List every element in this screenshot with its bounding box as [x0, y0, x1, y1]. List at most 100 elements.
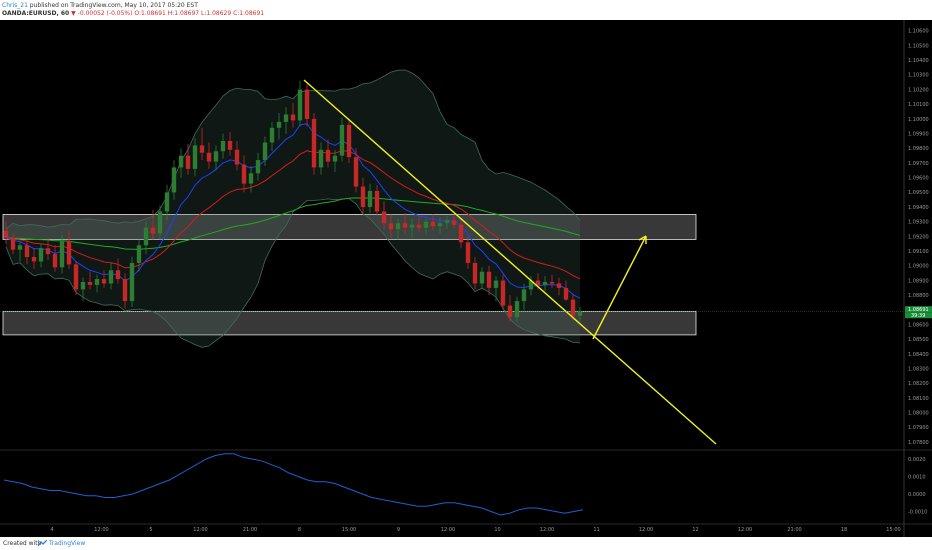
candle — [437, 217, 443, 234]
descending-trendline[interactable] — [303, 79, 717, 445]
candle — [157, 205, 163, 240]
ohlc-values: O:1.08691 H:1.08697 L:1.08629 C:1.08691 — [134, 10, 265, 17]
candle-body — [45, 248, 51, 255]
candle — [38, 243, 44, 268]
symbol-line: OANDA:EURUSD, 60 ▼ -0.00052 (-0.05%) O:1… — [2, 10, 264, 18]
countdown-tag — [905, 312, 932, 319]
x-axis-label: 12:00 — [441, 527, 455, 533]
candle-body — [514, 301, 520, 318]
candle — [206, 142, 212, 169]
resistance-zone — [2, 214, 697, 240]
candle-body — [52, 254, 58, 268]
y-axis-label: 1.09600 — [908, 176, 929, 182]
ema-slow-line — [5, 150, 581, 280]
candle-body — [80, 282, 86, 290]
projection-arrow-line[interactable] — [592, 235, 647, 340]
candle — [178, 148, 184, 178]
candle — [248, 165, 254, 193]
candle-body — [206, 152, 212, 162]
bollinger-lower-line — [5, 198, 581, 348]
candle-body — [416, 224, 422, 228]
candle — [402, 212, 408, 234]
price-chart[interactable]: 1.10600 1.10500 1.10400 1.10300 1.10200 1.101… — [0, 20, 932, 537]
candle-body — [577, 311, 583, 316]
candle — [430, 214, 436, 231]
candle-body — [528, 280, 534, 290]
candle-body — [227, 140, 233, 150]
candle — [465, 236, 471, 269]
candle — [59, 235, 65, 274]
x-axis-label: 18 — [841, 527, 847, 533]
candle-body — [122, 279, 128, 302]
candle-body — [458, 224, 464, 243]
candle — [241, 155, 247, 193]
candle-body — [486, 271, 492, 288]
x-axis-label: 21:00 — [243, 527, 257, 533]
candle — [276, 113, 282, 140]
candle-body — [325, 149, 331, 162]
candle-body — [115, 270, 121, 280]
candle-body — [59, 240, 65, 268]
candle-body — [73, 264, 79, 290]
candle-body — [535, 280, 541, 285]
candle-body — [283, 114, 289, 122]
candle — [185, 143, 191, 175]
candle-body — [178, 155, 184, 168]
publish-info: published on TradingView.com, May 10, 20… — [27, 2, 198, 9]
x-axis-label: 5 — [149, 527, 152, 533]
y-axis-label: 1.08100 — [908, 396, 929, 402]
x-axis-label: 15:00 — [886, 527, 900, 533]
y-axis-label: 1.10200 — [908, 87, 929, 93]
candle — [353, 148, 359, 193]
candle — [255, 152, 261, 181]
candle — [213, 145, 219, 171]
candle — [493, 276, 499, 302]
candle — [458, 218, 464, 249]
candle — [325, 139, 331, 168]
candle-body — [38, 248, 44, 262]
x-axis-label: 8 — [298, 527, 301, 533]
support-zone — [2, 310, 697, 336]
y-axis-label: 1.09100 — [908, 249, 929, 255]
y-axis-label: 1.10000 — [908, 117, 929, 123]
candle-body — [388, 223, 394, 230]
x-axis-label: 12:00 — [639, 527, 653, 533]
y-axis-label: 1.09500 — [908, 190, 929, 196]
x-axis-label: 9 — [397, 527, 400, 533]
arrow-head-icon — [638, 235, 647, 244]
candle-body — [304, 89, 310, 119]
candle-body — [3, 230, 9, 238]
candle — [570, 293, 576, 321]
candle — [192, 138, 198, 177]
brand-label[interactable]: TradingView — [49, 540, 86, 547]
candle-body — [500, 280, 506, 306]
candle-body — [549, 282, 555, 284]
candle-body — [17, 245, 23, 250]
candle-body — [444, 220, 450, 224]
candle-body — [360, 186, 366, 208]
x-axis-label: 12:00 — [540, 527, 554, 533]
candle-body — [409, 224, 415, 228]
candle-body — [87, 282, 93, 285]
candle-body — [563, 287, 569, 300]
candle-body — [570, 299, 576, 316]
ema-fast-line — [5, 123, 581, 299]
candle — [423, 218, 429, 235]
candle-body — [269, 127, 275, 143]
candle — [3, 221, 9, 244]
author-link[interactable]: Chris_21 — [2, 2, 28, 9]
candle — [444, 215, 450, 230]
bollinger-upper-line — [5, 69, 581, 230]
candle-body — [276, 121, 282, 128]
x-axis-label: 12 — [692, 527, 698, 533]
y-axis-label: 1.09000 — [908, 264, 929, 270]
candle-body — [66, 240, 72, 265]
y-axis-label: 1.08900 — [908, 278, 929, 284]
y-axis-label: 1.09400 — [908, 205, 929, 211]
candle — [115, 258, 121, 284]
oscillator-line — [3, 453, 584, 516]
candle-body — [31, 257, 37, 262]
candle-body — [381, 211, 387, 224]
candle-body — [430, 221, 436, 227]
candle-body — [542, 282, 548, 285]
